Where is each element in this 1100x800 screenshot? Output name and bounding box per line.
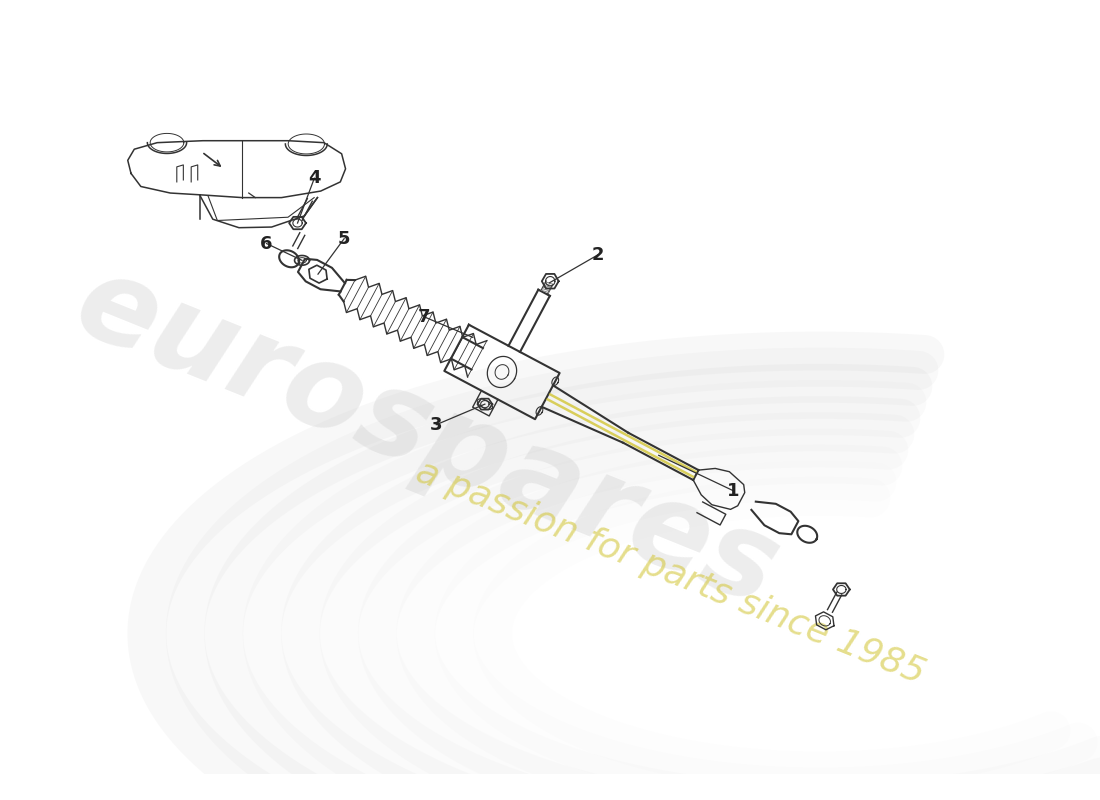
Text: 3: 3 (430, 416, 442, 434)
Text: 1: 1 (727, 482, 739, 500)
Text: 2: 2 (592, 246, 604, 264)
Text: 5: 5 (338, 230, 351, 248)
Text: a passion for parts since 1985: a passion for parts since 1985 (410, 455, 930, 691)
Text: eurospares: eurospares (59, 244, 794, 630)
Text: 4: 4 (308, 169, 320, 187)
Text: 6: 6 (261, 234, 273, 253)
Text: 7: 7 (418, 308, 430, 326)
